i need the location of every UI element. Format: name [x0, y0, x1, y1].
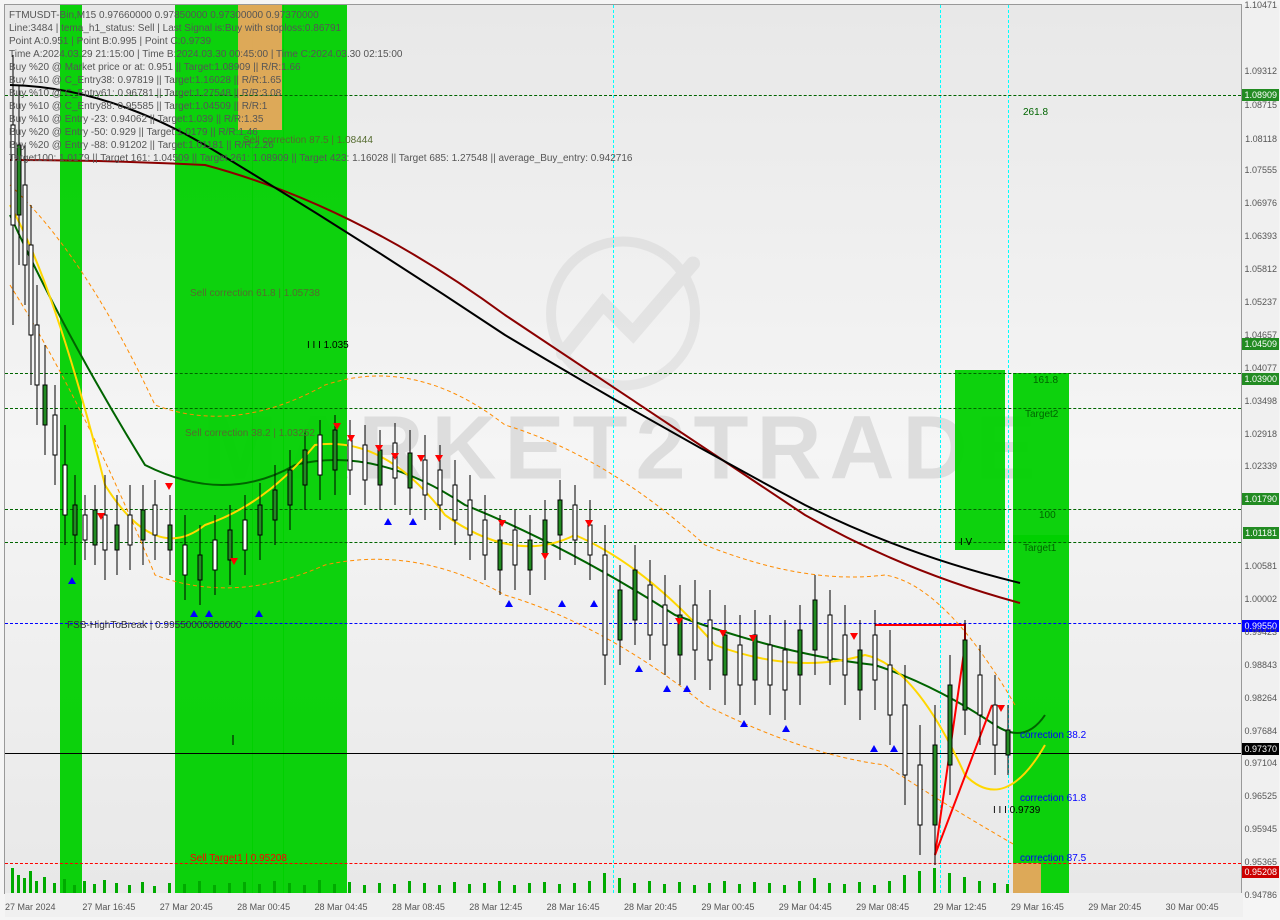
volume-bars: [5, 863, 1241, 893]
chart-area[interactable]: MARKET2TRADE: [4, 4, 1242, 894]
vertical-line: [940, 5, 941, 893]
green-zone: [1013, 535, 1069, 895]
x-axis: 27 Mar 202427 Mar 16:4527 Mar 20:4528 Ma…: [5, 893, 1243, 917]
hline-price: [5, 753, 1241, 754]
info-block: FTMUSDT-Bin,M15 0.97660000 0.97850000 0.…: [9, 9, 633, 165]
hline-target: [5, 373, 1241, 374]
vertical-line: [1008, 5, 1009, 893]
y-axis: 1.104711.089091.093121.087151.081181.075…: [1241, 5, 1279, 895]
green-zone: [955, 370, 1005, 550]
